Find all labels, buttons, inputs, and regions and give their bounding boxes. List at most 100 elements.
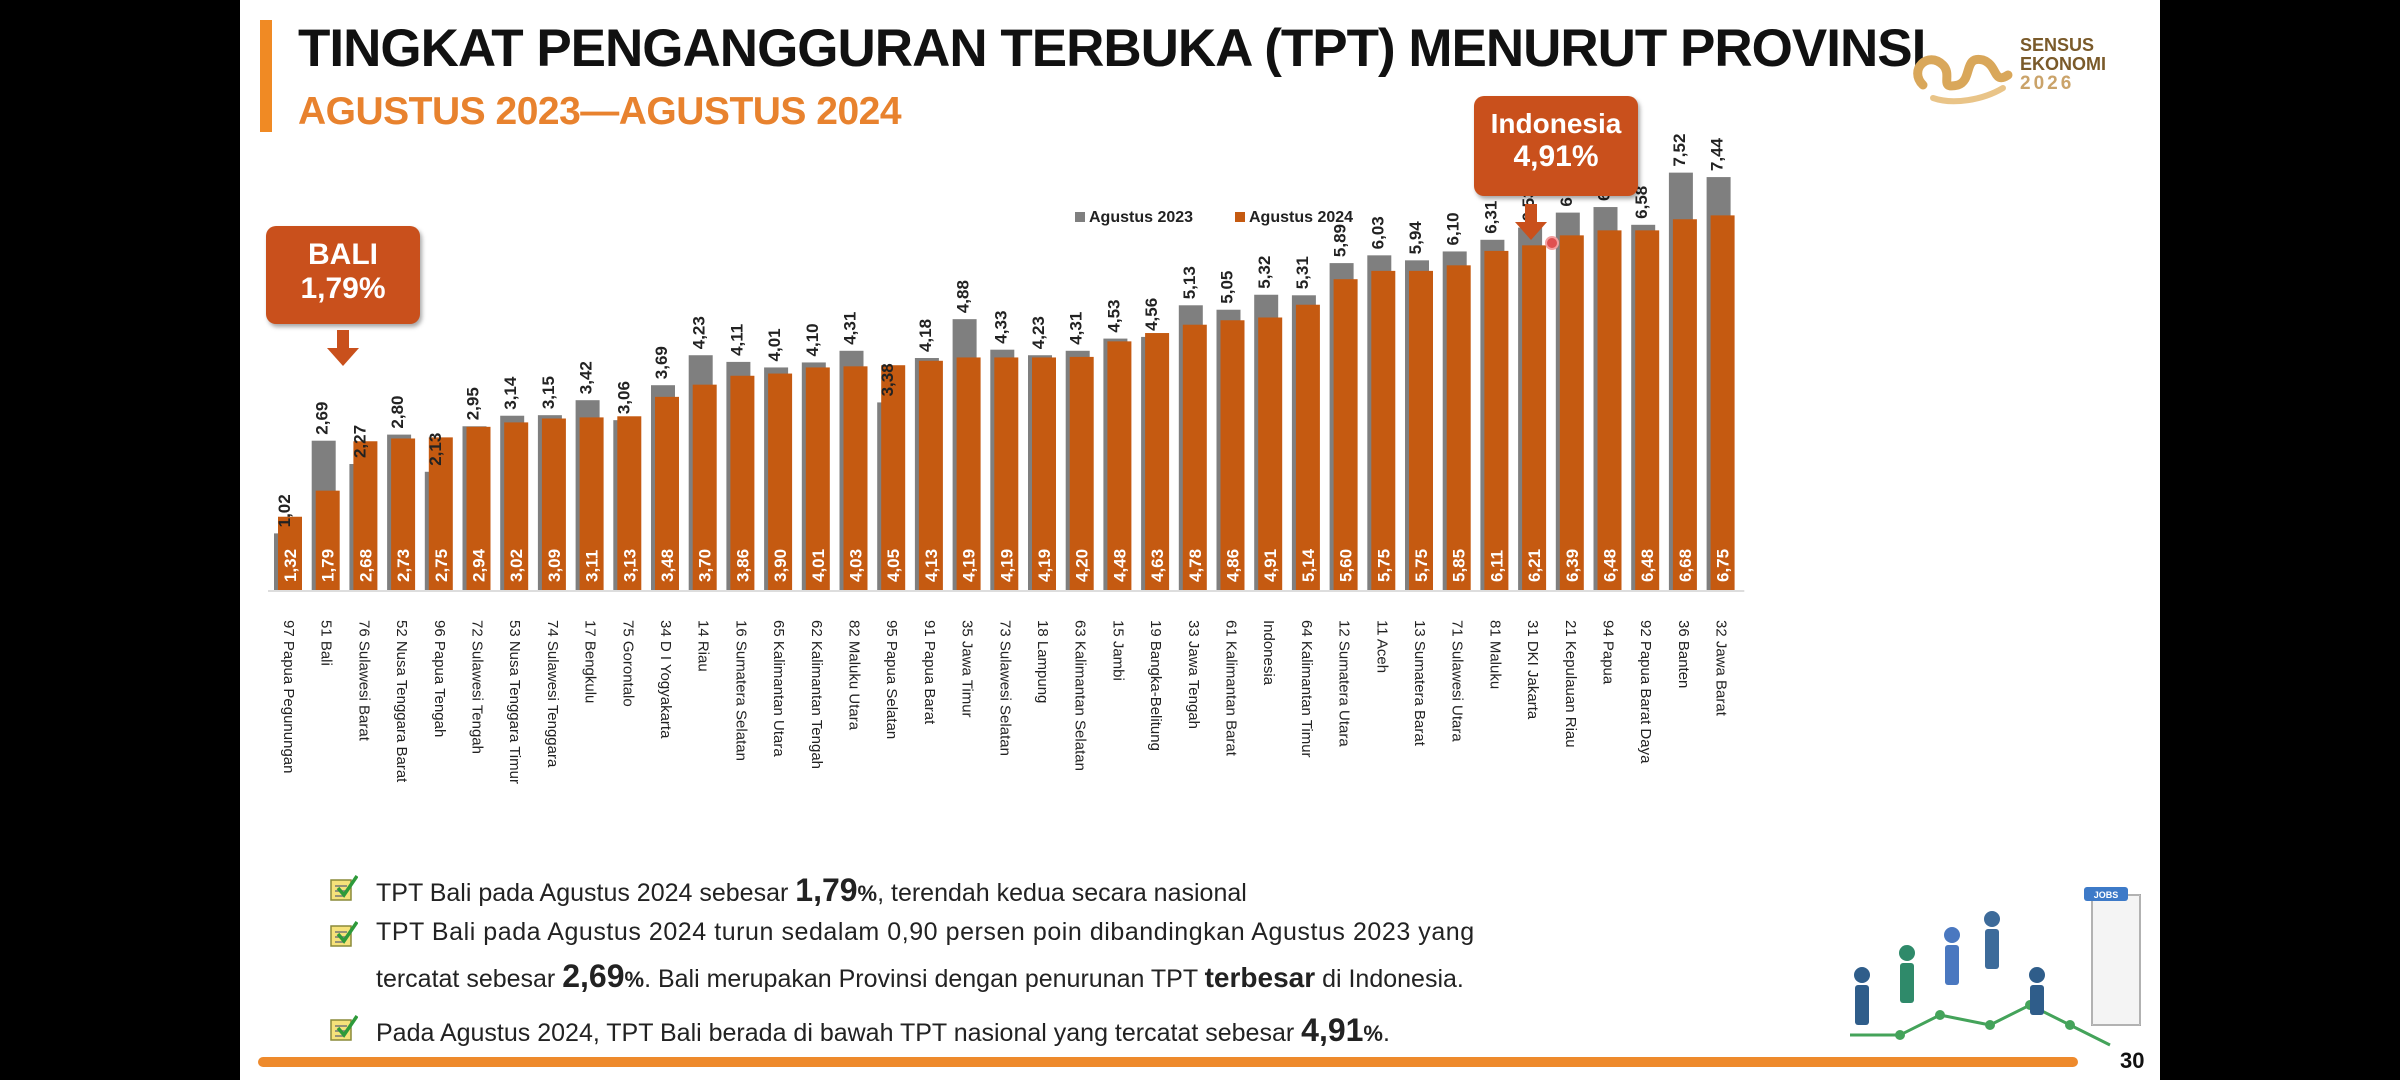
data-label-2024: 3,02 (507, 549, 526, 582)
category-label: 34 D I Yogyakarta (657, 620, 674, 739)
data-label-2023: 4,23 (1029, 316, 1048, 349)
data-label-2023: 5,89 (1331, 224, 1350, 257)
data-label-2023: 4,31 (1067, 312, 1086, 345)
bar-2024 (1258, 317, 1283, 590)
data-label-2024: 4,19 (997, 549, 1016, 582)
bottom-accent-line (258, 1057, 2078, 1067)
data-label-2023: 2,80 (388, 396, 407, 429)
data-label-2024: 4,03 (847, 549, 866, 582)
note-1-post: , terendah kedua secara nasional (877, 879, 1247, 907)
category-label: 81 Maluku (1486, 620, 1503, 689)
data-label-2024: 6,21 (1525, 549, 1544, 582)
data-label-2024: 3,48 (658, 549, 677, 582)
data-label-2023: 4,88 (954, 280, 973, 313)
bar-2024 (278, 516, 302, 590)
category-label: 76 Sulawesi Barat (355, 620, 372, 742)
bar-2024 (315, 490, 340, 590)
category-label: 91 Papua Barat (921, 620, 938, 725)
data-label-2023: 3,15 (539, 376, 558, 409)
bar-2024 (994, 357, 1019, 590)
people-climbing-to-jobs-illustration: JOBS (1850, 887, 2141, 1047)
data-label-2024: 4,13 (922, 549, 941, 582)
bar-2024 (1672, 219, 1697, 590)
note-3-post: . (1382, 1019, 1390, 1047)
data-label-2023: 3,38 (878, 363, 897, 396)
data-label-2024: 1,79 (319, 549, 338, 582)
data-label-2024: 3,09 (545, 549, 564, 582)
category-label: 19 Bangka-Belitung (1147, 620, 1164, 751)
page-title: TINGKAT PENGANGGURAN TERBUKA (TPT) MENUR… (298, 19, 1926, 78)
category-label: 75 Gorontalo (619, 620, 636, 707)
bar-2024 (428, 437, 453, 590)
data-label-2023: 4,31 (841, 312, 860, 345)
bar-2024 (843, 366, 868, 590)
data-label-2024: 5,85 (1450, 549, 1469, 582)
data-label-2024: 5,75 (1412, 549, 1431, 582)
data-label-2023: 6,10 (1444, 212, 1463, 245)
bar-2024 (1295, 304, 1320, 590)
category-label: 15 Jambi (1109, 620, 1126, 681)
data-label-2023: 5,05 (1218, 271, 1237, 304)
data-label-2023: 6,31 (1481, 201, 1500, 234)
category-label: 16 Sumatera Selatan (732, 620, 749, 761)
category-label: 95 Papua Selatan (883, 620, 900, 739)
indonesia-arrow-icon (1515, 222, 1547, 240)
data-label-2023: 4,23 (690, 316, 709, 349)
bali-callout: BALI 1,79% (266, 226, 420, 324)
bar-2024 (466, 426, 491, 590)
bar-2024 (1522, 245, 1547, 590)
data-label-2024: 4,19 (960, 549, 979, 582)
data-label-2024: 6,75 (1714, 549, 1733, 582)
data-label-2024: 4,01 (809, 549, 828, 582)
data-label-2024: 4,78 (1186, 549, 1205, 582)
data-label-2024: 4,20 (1073, 549, 1092, 582)
data-label-2023: 2,69 (313, 402, 332, 435)
category-label: 52 Nusa Tenggara Barat (393, 620, 410, 783)
bar-2024 (881, 365, 906, 590)
bar-2024 (1333, 279, 1358, 590)
indonesia-arrow-stem (1525, 204, 1537, 224)
category-label: 97 Papua Pegunungan (280, 620, 297, 773)
indonesia-callout-value: 4,91% (1513, 140, 1599, 173)
bar-2024 (1182, 324, 1207, 590)
bar-2024 (1107, 341, 1132, 590)
data-label-2024: 3,86 (733, 549, 752, 582)
bar-2024 (1371, 270, 1396, 590)
bar-2024 (1484, 250, 1509, 590)
data-label-2024: 6,48 (1638, 549, 1657, 582)
data-label-2024: 4,48 (1110, 549, 1129, 582)
bar-2024 (1069, 356, 1094, 590)
title-accent-bar (260, 20, 272, 132)
data-label-2023: 2,27 (350, 425, 369, 458)
data-label-2023: 4,11 (727, 324, 746, 356)
note-2-post2: di Indonesia. (1315, 965, 1464, 993)
category-label: 71 Sulawesi Utara (1449, 620, 1466, 742)
data-label-2024: 6,68 (1676, 549, 1695, 582)
category-label: 74 Sulawesi Tenggara (544, 620, 561, 768)
legend-swatch-2023 (1075, 212, 1085, 222)
data-label-2023: 2,13 (426, 433, 445, 466)
bar-2024 (956, 357, 981, 590)
bar-2024 (541, 418, 566, 590)
page-subtitle: AGUSTUS 2023—AGUSTUS 2024 (298, 90, 902, 133)
bar-2024 (1145, 333, 1170, 590)
logo-year: 2026 (2020, 73, 2075, 94)
data-label-2024: 6,48 (1601, 549, 1620, 582)
category-label: 18 Lampung (1034, 620, 1051, 703)
category-label: 12 Sumatera Utara (1336, 620, 1353, 747)
data-label-2024: 2,73 (394, 549, 413, 582)
category-label: 63 Kalimantan Selatan (1072, 620, 1089, 771)
bali-callout-value: 1,79% (300, 272, 386, 305)
data-label-2023: 1,02 (275, 494, 294, 527)
bar-2024 (1032, 357, 1056, 590)
category-label: 96 Papua Tengah (431, 620, 448, 737)
data-label-2023: 6,03 (1368, 216, 1387, 249)
data-label-2023: 7,52 (1670, 134, 1689, 167)
slide: TINGKAT PENGANGGURAN TERBUKA (TPT) MENUR… (240, 0, 2160, 1080)
bali-arrow-icon (327, 348, 359, 366)
note-2-unit: % (624, 967, 645, 992)
logo-line-1: SENSUS (2020, 35, 2095, 55)
category-label: 51 Bali (318, 620, 335, 666)
data-label-2024: 2,94 (470, 548, 489, 582)
category-label: 21 Kepulauan Riau (1562, 620, 1579, 748)
